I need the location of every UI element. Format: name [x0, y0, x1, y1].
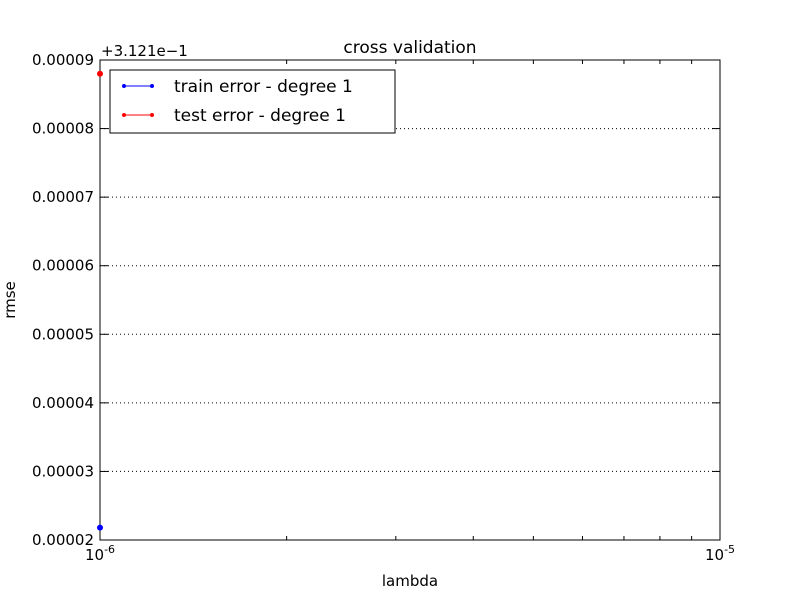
legend-marker-1	[122, 113, 126, 117]
x-tick-exponent: -6	[104, 543, 115, 556]
y-tick-label: 0.00006	[32, 257, 94, 275]
x-tick-base: 10	[85, 546, 104, 564]
legend-marker-0	[122, 84, 126, 88]
legend-label-0: train error - degree 1	[174, 77, 353, 97]
y-tick-label: 0.00002	[32, 531, 94, 549]
x-axis: 10-6 10-5	[85, 60, 735, 564]
x-tick-exponent: -5	[724, 543, 735, 556]
legend-box	[109, 69, 396, 134]
plot-area-frame	[99, 59, 721, 541]
data-point-series-1	[97, 70, 103, 77]
legend-marker-1	[150, 113, 154, 117]
y-tick-label: 0.00007	[32, 188, 94, 206]
x-tick-label: 10-5	[705, 543, 735, 564]
legend-label-1: test error - degree 1	[174, 106, 346, 126]
legend-marker-0	[150, 84, 154, 88]
y-tick-label: 0.00009	[32, 51, 94, 69]
x-tick-base: 10	[705, 546, 724, 564]
y-tick-label: 0.00005	[32, 325, 94, 343]
grid-lines	[100, 128, 720, 472]
y-tick-label: 0.00008	[32, 120, 94, 138]
legend: train error - degree 1 test error - degre…	[109, 69, 396, 134]
y-axis-label: rmse	[1, 281, 19, 319]
y-offset-label: +3.121e−1	[101, 42, 188, 60]
data-point-series-0	[97, 524, 103, 531]
y-tick-label: 0.00004	[32, 394, 94, 412]
x-tick-label: 10-6	[85, 543, 115, 564]
y-axis: 0.00002 0.00003 0.00004 0.00005 0.00006 0.000…	[32, 51, 720, 549]
y-tick-label: 0.00003	[32, 462, 94, 480]
chart-title: cross validation	[343, 38, 476, 58]
data-series	[97, 70, 103, 531]
x-axis-label: lambda	[382, 572, 438, 590]
